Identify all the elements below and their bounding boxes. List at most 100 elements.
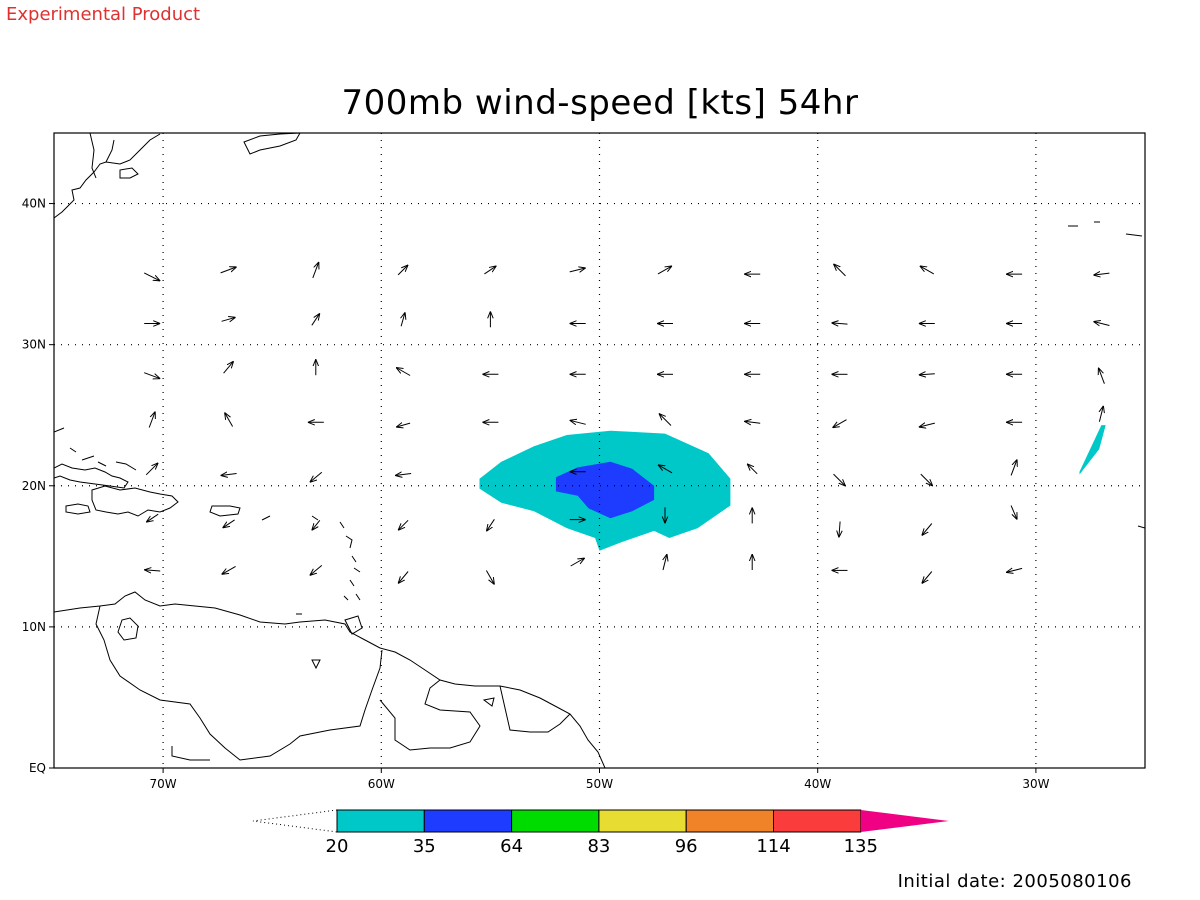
wind-vector xyxy=(143,272,160,281)
colorbar-lower-extension xyxy=(252,809,338,833)
colorbar-level-label: 35 xyxy=(413,836,436,857)
colorbar-segment xyxy=(773,809,862,833)
wind-vector xyxy=(663,554,667,571)
wind-vector xyxy=(396,368,411,376)
cuba-coastline xyxy=(54,463,129,489)
wind-vector xyxy=(312,519,321,530)
wind-vector xyxy=(223,519,235,528)
wind-vector xyxy=(220,267,237,274)
colorbar-level-label: 114 xyxy=(756,836,790,857)
lat-tick-label: 30N xyxy=(22,338,46,352)
lon-tick-label: 40W xyxy=(804,777,831,791)
colorbar-level-label: 96 xyxy=(675,836,698,857)
colorbar-level-label: 20 xyxy=(326,836,349,857)
wind-vector xyxy=(310,471,323,482)
coastlines xyxy=(54,133,1145,768)
wind-vector xyxy=(310,565,323,575)
wind-vectors xyxy=(143,262,1110,585)
bahamas xyxy=(54,427,137,471)
wind-vector xyxy=(919,374,935,375)
lon-tick-label: 70W xyxy=(150,777,177,791)
wind-vector xyxy=(484,266,496,275)
wind-vector xyxy=(920,473,933,486)
wind-vector xyxy=(145,463,158,476)
shaded-region-2 xyxy=(1079,425,1106,475)
hispaniola-coastline xyxy=(91,485,179,517)
colorbar-segment xyxy=(423,809,513,833)
colorbar-segment xyxy=(336,809,425,833)
wind-vector xyxy=(747,464,758,475)
wind-vector xyxy=(833,473,846,486)
wind-vector xyxy=(1010,459,1017,476)
wind-vector xyxy=(222,565,236,574)
axis-ticks: 70W 60W 50W 40W 30W EQ 10N 20N 30N 40N xyxy=(22,197,1050,791)
wind-vector xyxy=(486,519,495,531)
wind-vector xyxy=(1098,368,1105,384)
wind-vector xyxy=(311,313,320,326)
wind-vector xyxy=(144,372,160,379)
wind-vector xyxy=(920,266,935,275)
wind-vector xyxy=(223,361,234,374)
wind-vector xyxy=(1093,322,1110,326)
map-area xyxy=(54,133,1145,768)
wind-vector xyxy=(833,419,847,428)
south-america-coastline xyxy=(54,591,606,768)
wind-vector xyxy=(395,474,412,476)
jamaica-coastline xyxy=(65,503,91,515)
wind-vector xyxy=(569,268,586,272)
wind-vector xyxy=(659,414,672,426)
wind-vector xyxy=(146,513,159,522)
wind-vector xyxy=(221,474,237,476)
wind-vector xyxy=(148,412,155,428)
wind-vector xyxy=(312,262,319,279)
guyana-details xyxy=(311,659,495,707)
wind-vector xyxy=(922,523,933,536)
lat-tick-label: 40N xyxy=(22,197,46,211)
trinidad xyxy=(344,615,363,635)
colorbar-level-label: 64 xyxy=(500,836,523,857)
lon-tick-label: 30W xyxy=(1022,777,1049,791)
wind-vector xyxy=(658,465,673,474)
wind-vector xyxy=(657,266,672,275)
wind-vector xyxy=(839,521,840,538)
colorbar: 20 35 64 83 96 114 135 xyxy=(252,809,949,857)
colorbar-upper-extension xyxy=(860,810,949,832)
wind-vector xyxy=(1099,406,1103,422)
wind-vector xyxy=(401,312,405,327)
wind-vector xyxy=(834,264,846,277)
colorbar-segment xyxy=(511,809,600,833)
colorbar-level-label: 83 xyxy=(587,836,610,857)
wind-vector xyxy=(744,421,761,423)
azores-islands xyxy=(1068,221,1145,529)
country-borders xyxy=(95,605,571,761)
wind-vector xyxy=(221,317,236,321)
wind-vector xyxy=(1006,568,1023,572)
wind-vector xyxy=(570,558,585,567)
wind-vector xyxy=(570,420,586,424)
lat-tick-label: 20N xyxy=(22,479,46,493)
lake-maracaibo xyxy=(117,617,139,641)
initial-date-label: Initial date: 2005080106 xyxy=(898,871,1132,892)
lon-tick-label: 50W xyxy=(586,777,613,791)
nova-scotia xyxy=(243,133,301,155)
puerto-rico-coastline xyxy=(209,505,241,517)
lat-tick-label: EQ xyxy=(29,761,46,775)
wind-vector xyxy=(397,265,408,276)
lesser-antilles xyxy=(261,515,361,615)
wind-vector xyxy=(396,423,411,427)
wind-speed-shading xyxy=(479,425,1106,551)
colorbar-segment xyxy=(598,809,687,833)
wind-vector xyxy=(919,423,935,427)
lon-tick-label: 60W xyxy=(368,777,395,791)
north-america-coastline xyxy=(54,133,161,219)
wind-vector xyxy=(225,413,234,427)
wind-vector xyxy=(144,570,161,571)
wind-vector xyxy=(398,519,409,530)
wind-vector xyxy=(1093,273,1110,275)
wind-vector xyxy=(922,571,933,584)
map-title: 700mb wind-speed [kts] 54hr xyxy=(342,83,859,123)
lat-tick-label: 10N xyxy=(22,620,46,634)
experimental-product-label: Experimental Product xyxy=(6,4,200,25)
gridlines xyxy=(54,133,1145,768)
